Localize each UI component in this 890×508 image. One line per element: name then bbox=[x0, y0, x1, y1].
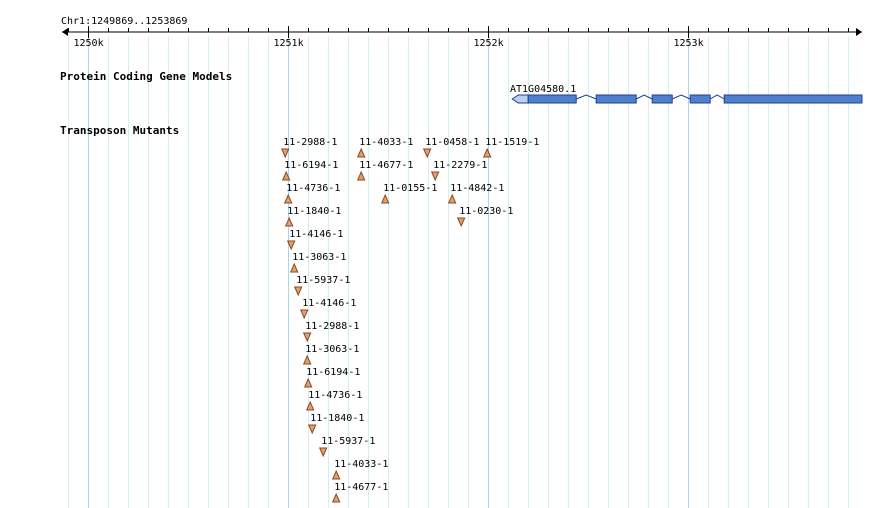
mutant-label[interactable]: 11-4033-1 bbox=[359, 137, 413, 148]
mutant-label[interactable]: 11-6194-1 bbox=[284, 160, 338, 171]
insertion-up-triangle-icon[interactable] bbox=[356, 147, 366, 158]
mutant-label[interactable]: 11-3063-1 bbox=[305, 344, 359, 355]
transposon-mutant[interactable]: 11-4677-1 bbox=[356, 160, 414, 181]
gene-model[interactable] bbox=[511, 94, 863, 104]
transposon-mutant[interactable]: 11-4033-1 bbox=[331, 459, 389, 480]
transposon-mutant[interactable]: 11-5937-1 bbox=[293, 275, 351, 297]
insertion-down-triangle-icon[interactable] bbox=[302, 332, 312, 343]
mutant-label[interactable]: 11-6194-1 bbox=[306, 367, 360, 378]
cds-exon[interactable] bbox=[595, 94, 637, 104]
insertion-up-triangle-icon[interactable] bbox=[482, 147, 492, 158]
insertion-down-triangle-icon[interactable] bbox=[280, 148, 290, 159]
transposon-mutant[interactable]: 11-4033-1 bbox=[356, 137, 414, 158]
mutant-label[interactable]: 11-2988-1 bbox=[305, 321, 359, 332]
insertion-up-triangle-icon[interactable] bbox=[331, 469, 341, 480]
transposon-mutant[interactable]: 11-4736-1 bbox=[283, 183, 341, 204]
transposon-mutant[interactable]: 11-4146-1 bbox=[286, 229, 344, 251]
ruler-tick-label: 1252k bbox=[474, 38, 504, 49]
gene-track-title: Protein Coding Gene Models bbox=[60, 70, 232, 83]
mutant-label[interactable]: 11-2988-1 bbox=[283, 137, 337, 148]
mutant-label[interactable]: 11-4736-1 bbox=[286, 183, 340, 194]
insertion-up-triangle-icon[interactable] bbox=[281, 170, 291, 181]
transposon-mutant[interactable]: 11-4146-1 bbox=[299, 298, 357, 320]
transposon-mutant[interactable]: 11-5937-1 bbox=[318, 436, 376, 458]
mutant-label[interactable]: 11-4033-1 bbox=[334, 459, 388, 470]
ruler-tick-label: 1253k bbox=[674, 38, 704, 49]
mutant-label[interactable]: 11-4677-1 bbox=[334, 482, 388, 493]
grid-lines bbox=[68, 36, 849, 508]
intron bbox=[671, 94, 691, 100]
insertion-up-triangle-icon[interactable] bbox=[284, 216, 294, 227]
mutant-label[interactable]: 11-4677-1 bbox=[359, 160, 413, 171]
transposon-mutant[interactable]: 11-1840-1 bbox=[284, 206, 342, 227]
insertion-up-triangle-icon[interactable] bbox=[331, 492, 341, 503]
ruler-tick-label: 1251k bbox=[274, 38, 304, 49]
insertion-down-triangle-icon[interactable] bbox=[422, 148, 432, 159]
mutant-label[interactable]: 11-1840-1 bbox=[287, 206, 341, 217]
insertion-down-triangle-icon[interactable] bbox=[456, 217, 466, 228]
insertion-up-triangle-icon[interactable] bbox=[356, 170, 366, 181]
mutant-label[interactable]: 11-4736-1 bbox=[308, 390, 362, 401]
mutant-label[interactable]: 11-2279-1 bbox=[433, 160, 487, 171]
insertion-down-triangle-icon[interactable] bbox=[430, 171, 440, 182]
gene-label[interactable]: AT1G04580.1 bbox=[510, 84, 576, 95]
ruler-right-arrow-icon bbox=[856, 28, 862, 36]
gene-track[interactable]: AT1G04580.1 bbox=[510, 84, 863, 104]
region-label: Chr1:1249869..1253869 bbox=[61, 16, 187, 27]
ruler[interactable]: 1250k 1251k 1252k 1253k bbox=[62, 26, 862, 49]
cds-exon[interactable] bbox=[689, 94, 711, 104]
mutant-label[interactable]: 11-1519-1 bbox=[485, 137, 539, 148]
insertion-down-triangle-icon[interactable] bbox=[307, 424, 317, 435]
cds-exon[interactable] bbox=[723, 94, 863, 104]
transposon-mutant[interactable]: 11-2279-1 bbox=[430, 160, 488, 182]
transposon-mutant[interactable]: 11-3063-1 bbox=[289, 252, 347, 273]
transposon-mutant[interactable]: 11-6194-1 bbox=[281, 160, 339, 181]
mutant-label[interactable]: 11-4146-1 bbox=[289, 229, 343, 240]
transposon-mutant[interactable]: 11-2988-1 bbox=[280, 137, 338, 159]
insertion-up-triangle-icon[interactable] bbox=[283, 193, 293, 204]
insertion-up-triangle-icon[interactable] bbox=[305, 400, 315, 411]
transposon-track-title: Transposon Mutants bbox=[60, 124, 179, 137]
transposon-track: 11-2988-1 11-4033-1 11-0458-1 11-1519-1 11-6… bbox=[280, 137, 540, 503]
transposon-mutant[interactable]: 11-4736-1 bbox=[305, 390, 363, 411]
insertion-up-triangle-icon[interactable] bbox=[303, 377, 313, 388]
transposon-mutant[interactable]: 11-1840-1 bbox=[307, 413, 365, 435]
mutant-label[interactable]: 11-0230-1 bbox=[459, 206, 513, 217]
ruler-tick-label: 1250k bbox=[74, 38, 104, 49]
transposon-mutant[interactable]: 11-6194-1 bbox=[303, 367, 361, 388]
mutant-label[interactable]: 11-0458-1 bbox=[425, 137, 479, 148]
mutant-label[interactable]: 11-3063-1 bbox=[292, 252, 346, 263]
mutant-label[interactable]: 11-4146-1 bbox=[302, 298, 356, 309]
intron bbox=[635, 94, 653, 100]
insertion-down-triangle-icon[interactable] bbox=[286, 240, 296, 251]
mutant-label[interactable]: 11-1840-1 bbox=[310, 413, 364, 424]
transposon-mutant[interactable]: 11-0458-1 bbox=[422, 137, 480, 159]
cds-exon[interactable] bbox=[527, 94, 577, 104]
transposon-mutant[interactable]: 11-0155-1 bbox=[380, 183, 438, 204]
transposon-mutant[interactable]: 11-1519-1 bbox=[482, 137, 540, 158]
transposon-mutant[interactable]: 11-4842-1 bbox=[447, 183, 505, 204]
insertion-down-triangle-icon[interactable] bbox=[293, 286, 303, 297]
cds-exon[interactable] bbox=[651, 94, 673, 104]
mutant-label[interactable]: 11-0155-1 bbox=[383, 183, 437, 194]
insertion-down-triangle-icon[interactable] bbox=[318, 447, 328, 458]
intron bbox=[709, 94, 725, 100]
transposon-mutant[interactable]: 11-3063-1 bbox=[302, 344, 360, 365]
transposon-mutant[interactable]: 11-4677-1 bbox=[331, 482, 389, 503]
mutant-label[interactable]: 11-5937-1 bbox=[321, 436, 375, 447]
transposon-mutant[interactable]: 11-0230-1 bbox=[456, 206, 514, 228]
insertion-down-triangle-icon[interactable] bbox=[299, 309, 309, 320]
insertion-up-triangle-icon[interactable] bbox=[302, 354, 312, 365]
insertion-up-triangle-icon[interactable] bbox=[289, 262, 299, 273]
transposon-mutant[interactable]: 11-2988-1 bbox=[302, 321, 360, 343]
ruler-left-arrow-icon bbox=[62, 28, 68, 36]
insertion-up-triangle-icon[interactable] bbox=[380, 193, 390, 204]
utr-exon[interactable] bbox=[511, 94, 529, 104]
intron bbox=[576, 94, 597, 100]
mutant-label[interactable]: 11-4842-1 bbox=[450, 183, 504, 194]
insertion-up-triangle-icon[interactable] bbox=[447, 193, 457, 204]
mutant-label[interactable]: 11-5937-1 bbox=[296, 275, 350, 286]
